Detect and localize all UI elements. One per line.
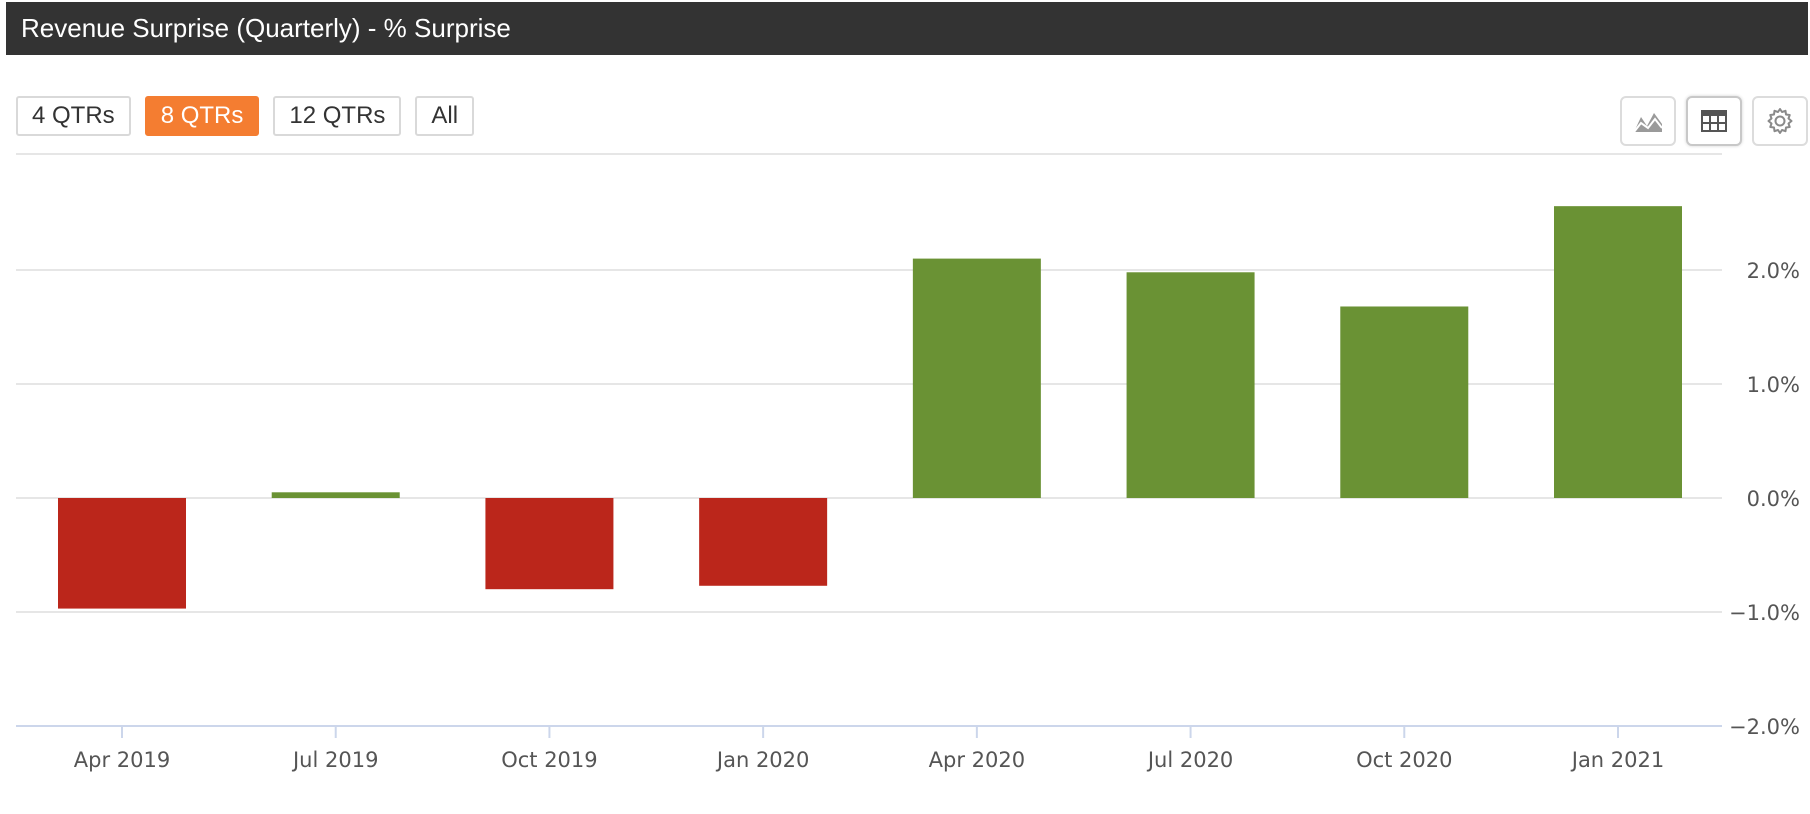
y-tick-label: 0.0%	[1747, 487, 1800, 511]
gear-icon	[1767, 108, 1793, 134]
bar-oct-2019[interactable]	[485, 498, 614, 590]
chart-toolbar	[1610, 96, 1808, 146]
x-tick-label: Apr 2019	[74, 748, 170, 772]
bars	[58, 206, 1682, 609]
axes: −2.0% −1.0% 0.0% 1.0% 2.0% Apr 2019 Jul 2019 Oc…	[74, 259, 1800, 772]
range-12-qtrs-button[interactable]: 12 QTRs	[273, 96, 402, 136]
y-tick-label: −2.0%	[1729, 715, 1800, 739]
y-tick-label: 2.0%	[1747, 259, 1800, 283]
y-tick-label: 1.0%	[1747, 373, 1800, 397]
table-view-button[interactable]	[1686, 96, 1742, 146]
area-chart-icon	[1633, 113, 1663, 133]
area-chart-button[interactable]	[1620, 96, 1676, 146]
chart-title-bar: Revenue Surprise (Quarterly) - % Surpris…	[6, 2, 1808, 55]
range-all-button[interactable]: All	[415, 96, 475, 136]
x-tick-label: Jul 2020	[1146, 748, 1233, 772]
range-button-group: 4 QTRs 8 QTRs 12 QTRs All	[16, 96, 488, 136]
settings-button[interactable]	[1752, 96, 1808, 146]
x-tick-label: Jan 2021	[1570, 748, 1665, 772]
x-tick-label: Jan 2020	[715, 748, 810, 772]
chart-title: Revenue Surprise (Quarterly) - % Surpris…	[21, 13, 511, 43]
y-tick-label: −1.0%	[1729, 601, 1800, 625]
gridlines	[16, 153, 1722, 727]
x-tick-label: Apr 2020	[929, 748, 1025, 772]
bar-jan-2020[interactable]	[699, 498, 828, 586]
bar-jul-2020[interactable]	[1126, 272, 1255, 498]
x-tick-label: Oct 2019	[501, 748, 597, 772]
bar-apr-2020[interactable]	[912, 258, 1041, 498]
range-4-qtrs-button[interactable]: 4 QTRs	[16, 96, 131, 136]
bar-apr-2019[interactable]	[58, 498, 186, 609]
x-tick-label: Oct 2020	[1356, 748, 1452, 772]
revenue-surprise-bar-chart: −2.0% −1.0% 0.0% 1.0% 2.0% Apr 2019 Jul 2019 Oc…	[16, 153, 1800, 772]
bar-jan-2021[interactable]	[1554, 206, 1682, 498]
bar-jul-2019[interactable]	[271, 492, 400, 498]
bar-oct-2020[interactable]	[1340, 306, 1469, 498]
x-tick-label: Jul 2019	[291, 748, 378, 772]
table-icon	[1701, 110, 1727, 132]
range-8-qtrs-button[interactable]: 8 QTRs	[144, 96, 260, 136]
